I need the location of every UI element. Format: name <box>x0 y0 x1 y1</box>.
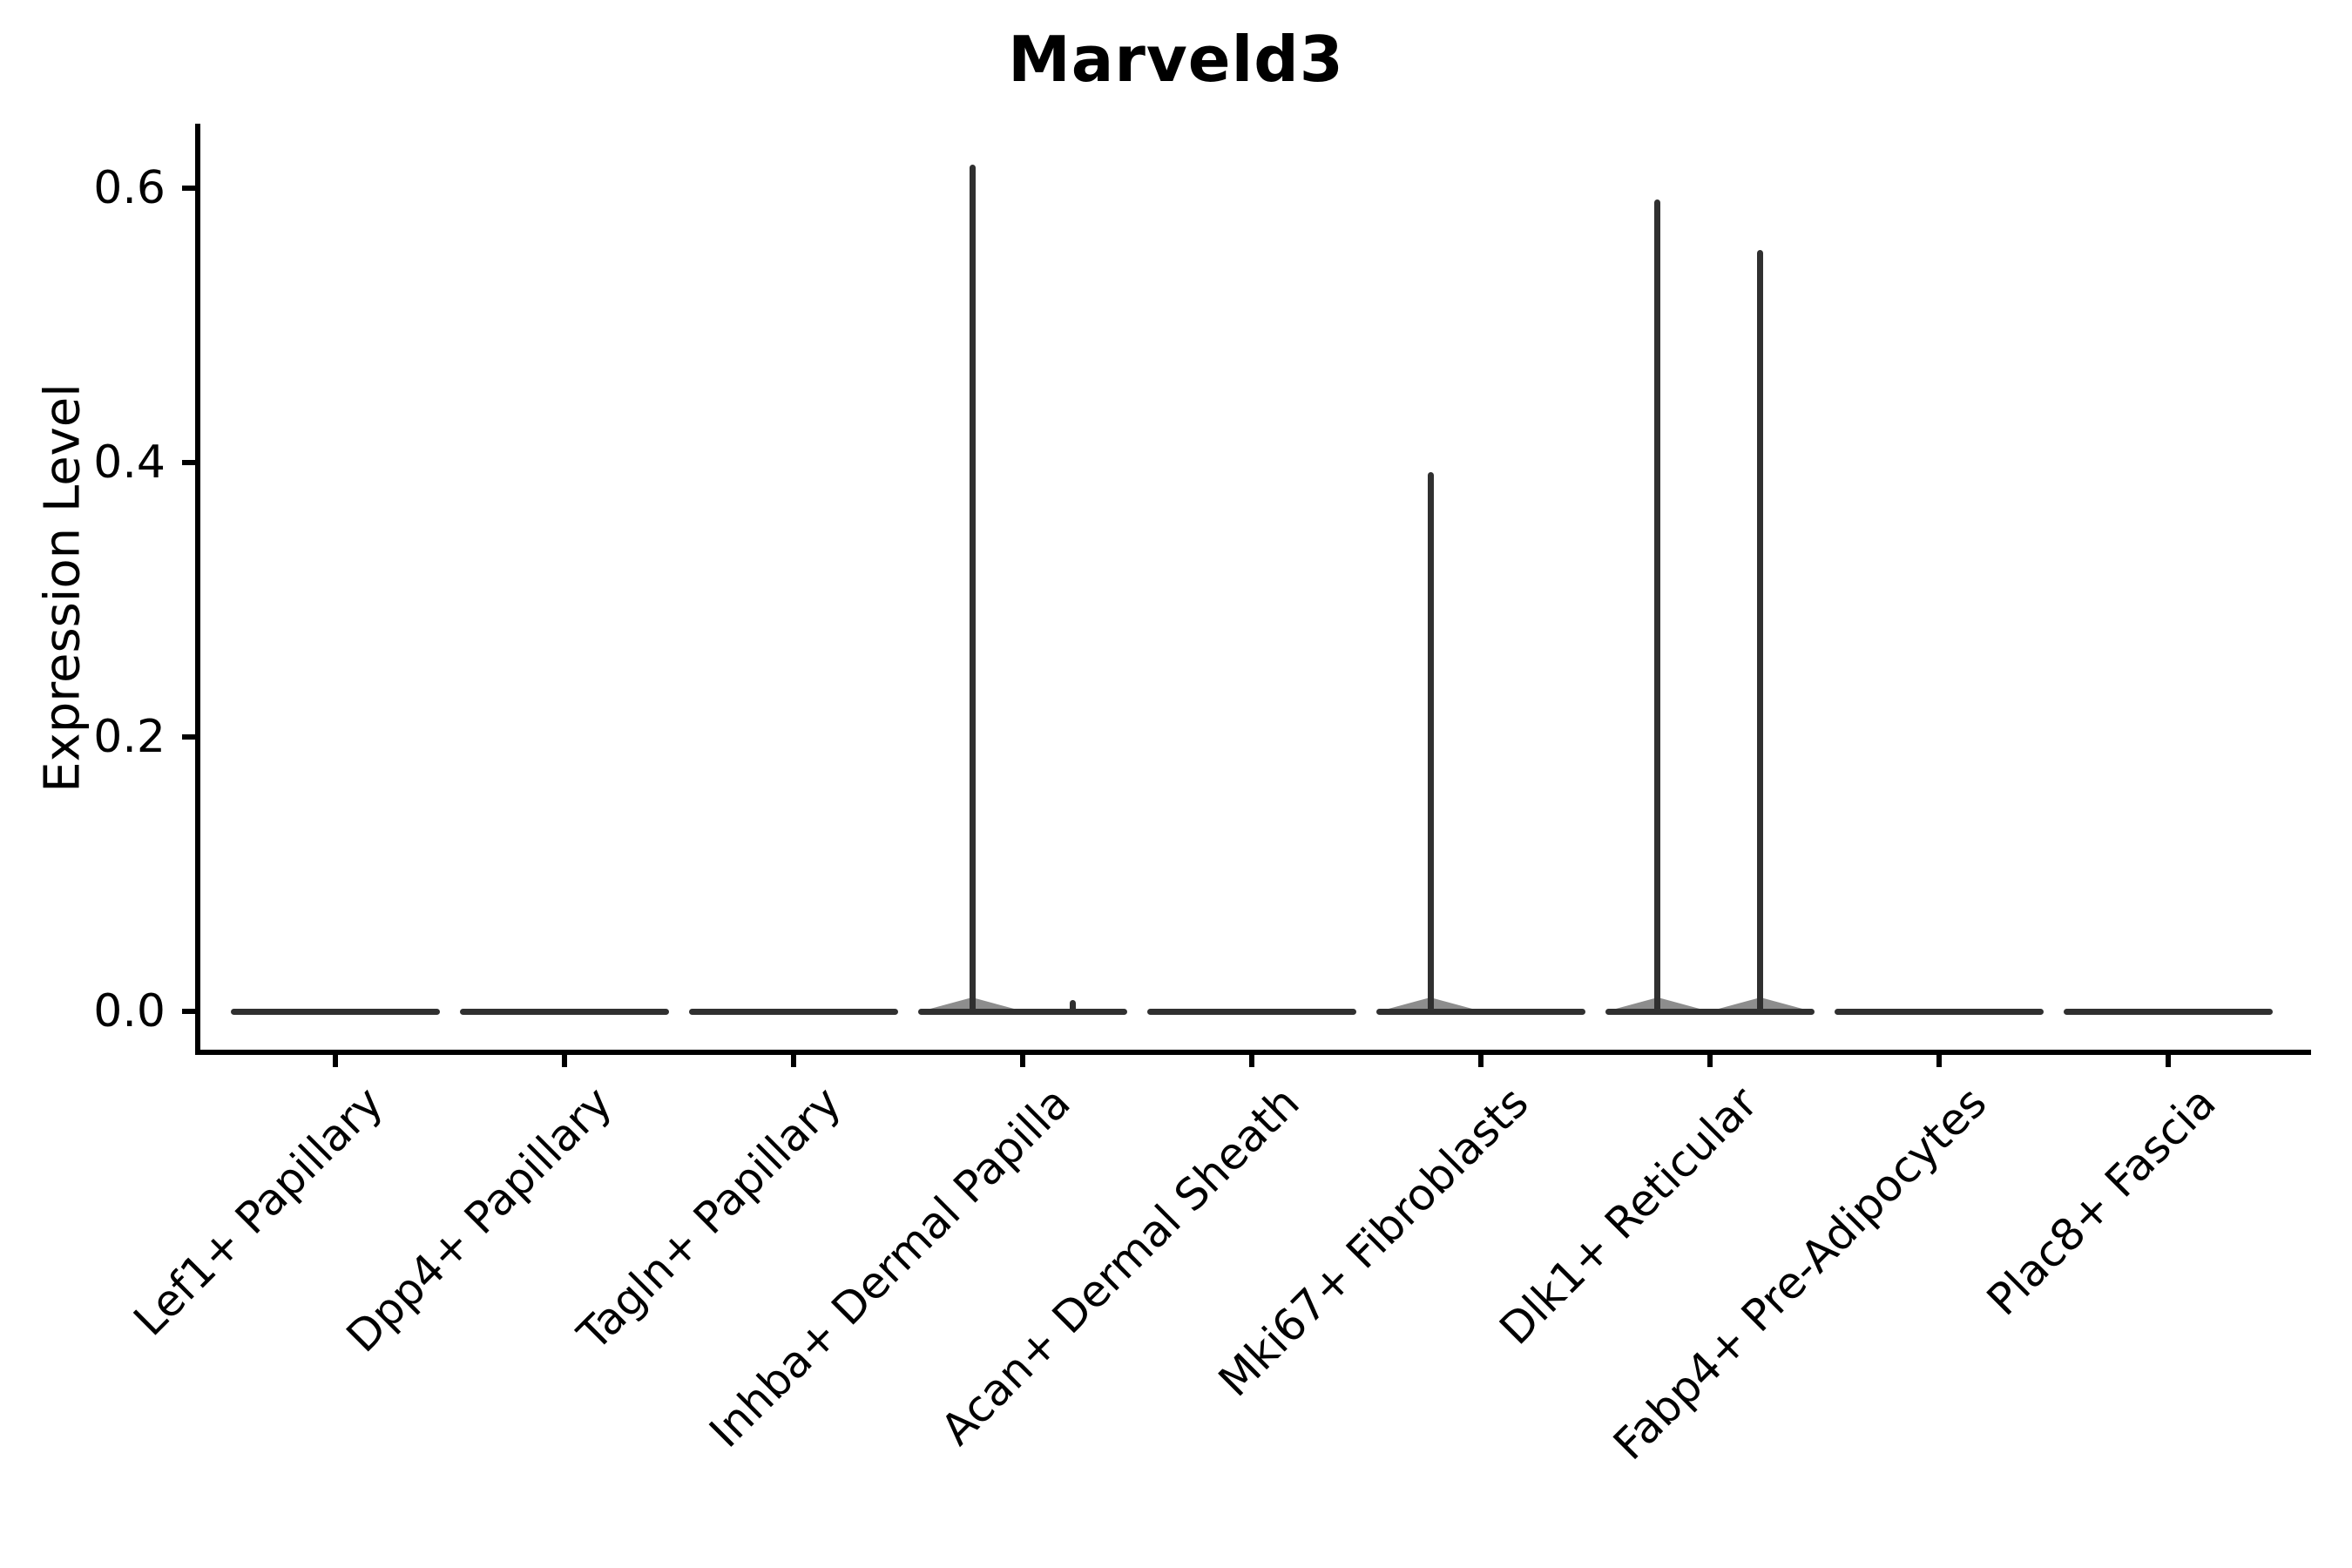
violin-spike-bump <box>1615 997 1700 1009</box>
x-tick-label: Lef1+ Papillary <box>124 1077 393 1346</box>
x-tick <box>1936 1055 1942 1067</box>
violin-spike-bump <box>1389 997 1473 1009</box>
violin-spike-bump <box>1718 997 1802 1009</box>
x-tick <box>1020 1055 1025 1067</box>
violin-body <box>689 1008 898 1015</box>
violin-body <box>918 1008 1127 1015</box>
y-tick-label: 0.2 <box>93 711 166 763</box>
violin-spike <box>969 165 976 1015</box>
violin-body <box>1835 1008 2044 1015</box>
x-tick <box>1478 1055 1484 1067</box>
x-axis-spine <box>195 1050 2311 1055</box>
x-tick <box>562 1055 567 1067</box>
x-tick <box>791 1055 796 1067</box>
violin-body <box>2064 1008 2273 1015</box>
y-tick-label: 0.4 <box>93 436 166 489</box>
violin-spike <box>1070 1000 1077 1015</box>
x-tick <box>333 1055 338 1067</box>
violin-spike <box>1427 472 1434 1015</box>
y-axis-spine <box>195 124 200 1055</box>
x-tick <box>1707 1055 1713 1067</box>
violin-spike <box>1757 249 1764 1015</box>
plot-title: Marveld3 <box>1008 23 1344 96</box>
x-tick <box>2166 1055 2171 1067</box>
x-tick-label: Fabp4+ Pre-Adipocytes <box>1604 1077 1997 1470</box>
violin-body <box>1147 1008 1356 1015</box>
x-tick <box>1249 1055 1254 1067</box>
x-tick-label: Plac8+ Fascia <box>1977 1077 2226 1326</box>
violin-spike-bump <box>930 997 1015 1009</box>
violin-body <box>1605 1008 1815 1015</box>
y-tick <box>182 1009 195 1014</box>
y-tick-label: 0.6 <box>93 162 166 214</box>
violin-spike <box>1654 199 1660 1015</box>
y-tick <box>182 186 195 191</box>
violin-body <box>1376 1008 1585 1015</box>
y-tick <box>182 460 195 465</box>
violin-body <box>460 1008 669 1015</box>
y-tick-label: 0.0 <box>93 985 166 1037</box>
y-tick <box>182 734 195 740</box>
violin-body <box>231 1008 440 1015</box>
